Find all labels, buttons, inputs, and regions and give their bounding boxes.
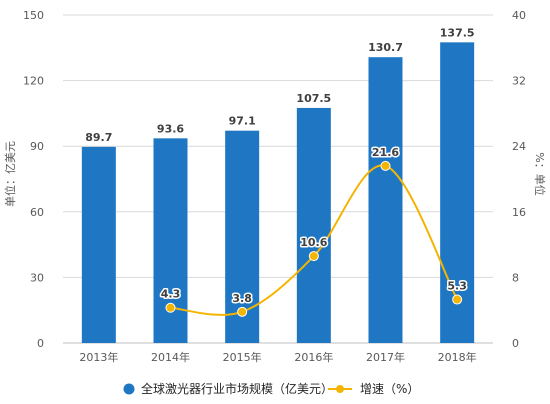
growth-line-series	[165, 160, 463, 317]
bar-value-label: 93.6	[157, 122, 184, 135]
x-axis-ticks: 2013年 2014年 2015年 2016年 2017年 2018年	[79, 350, 476, 364]
legend-line-marker-dot	[336, 385, 344, 393]
legend-bar-label: 全球激光器行业市场规模（亿美元）	[141, 381, 333, 396]
right-axis-title: %：单位	[533, 152, 547, 195]
growth-value-label: 21.6	[372, 146, 399, 159]
right-axis-tick-label: 0	[512, 337, 519, 350]
bar	[296, 107, 331, 343]
left-axis-ticks: 0 30 60 90 120 150	[23, 9, 44, 350]
bar	[440, 42, 475, 343]
growth-point	[380, 160, 391, 171]
x-axis-tick-label: 2017年	[366, 350, 405, 364]
left-axis-tick-label: 120	[23, 75, 44, 88]
gridlines	[63, 14, 493, 344]
growth-point	[308, 251, 319, 262]
bar-value-label: 89.7	[85, 131, 112, 144]
legend-bar-marker	[123, 383, 135, 395]
x-axis-tick-label: 2016年	[294, 350, 333, 364]
right-axis-tick-label: 40	[512, 9, 526, 22]
legend-line-label: 增速（%）	[360, 382, 419, 396]
growth-line	[170, 164, 459, 316]
right-axis-tick-label: 32	[512, 75, 526, 88]
growth-value-label: 5.3	[447, 280, 467, 293]
left-axis-tick-label: 0	[37, 337, 44, 350]
growth-value-label: 4.3	[161, 288, 181, 301]
bar-value-label: 107.5	[296, 92, 331, 105]
left-axis-tick-label: 60	[30, 206, 44, 219]
bar-data-labels: 89.7 93.6 97.1 107.5 130.7 137.5	[85, 26, 474, 144]
growth-point	[165, 302, 176, 313]
left-axis-title: 单位：亿美元	[3, 141, 17, 207]
growth-point	[452, 294, 463, 305]
growth-point	[237, 306, 248, 317]
x-axis-tick-label: 2013年	[79, 350, 118, 364]
bar-value-label: 97.1	[229, 115, 256, 128]
x-axis-tick-label: 2014年	[151, 350, 190, 364]
growth-data-labels: 4.3 3.8 10.6 21.6 5.3	[159, 144, 468, 306]
x-axis-tick-label: 2015年	[223, 350, 262, 364]
left-axis-tick-label: 30	[30, 271, 44, 284]
legend: 全球激光器行业市场规模（亿美元） 增速（%）	[123, 381, 419, 396]
right-axis-ticks: 0 8 16 24 32 40	[512, 9, 526, 350]
growth-value-label: 10.6	[300, 236, 327, 249]
right-axis-tick-label: 24	[512, 140, 526, 153]
bar-value-label: 137.5	[440, 26, 475, 39]
x-axis-tick-label: 2018年	[438, 350, 477, 364]
growth-value-label: 3.8	[232, 292, 252, 305]
bar-value-label: 130.7	[368, 41, 403, 54]
right-axis-tick-label: 16	[512, 206, 526, 219]
bar	[81, 146, 116, 343]
bar	[368, 57, 403, 343]
left-axis-tick-label: 150	[23, 9, 44, 22]
right-axis-tick-label: 8	[512, 271, 519, 284]
left-axis-tick-label: 90	[30, 140, 44, 153]
bar-series	[81, 42, 475, 343]
